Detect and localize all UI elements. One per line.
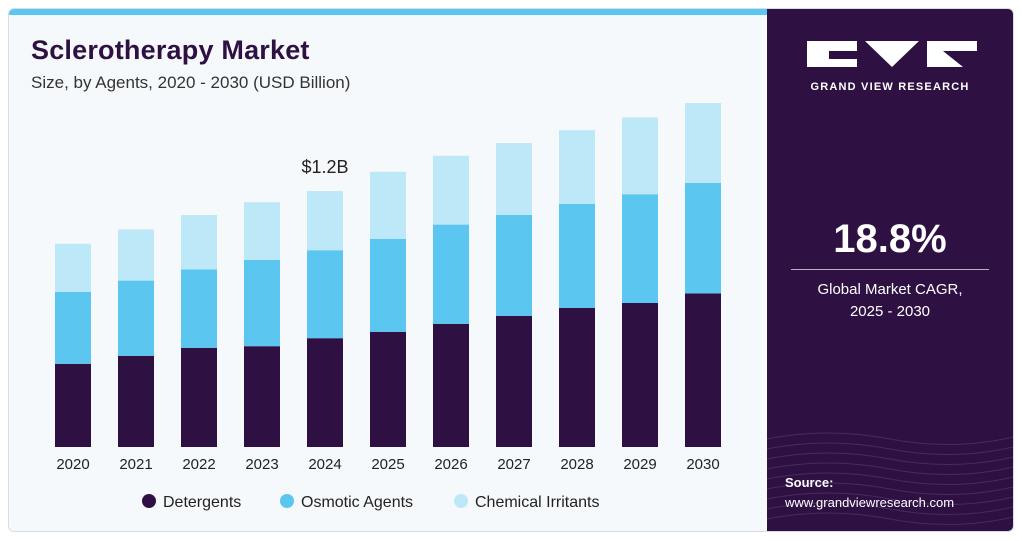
bar-detergents-2026 bbox=[433, 323, 469, 447]
bar-chemical-irritants-2023 bbox=[244, 202, 280, 260]
divider bbox=[791, 269, 989, 270]
brand-name: GRAND VIEW RESEARCH bbox=[810, 81, 970, 93]
bar-osmotic-agents-2027 bbox=[496, 215, 532, 316]
legend-label: Chemical Irritants bbox=[475, 494, 599, 511]
x-tick-label: 2023 bbox=[245, 456, 278, 473]
bar-osmotic-agents-2028 bbox=[559, 203, 595, 308]
bar-detergents-2027 bbox=[496, 315, 532, 447]
bar-chemical-irritants-2026 bbox=[433, 155, 469, 225]
bar-chemical-irritants-2029 bbox=[622, 117, 658, 195]
cagr-label-line2: 2025 - 2030 bbox=[849, 303, 931, 320]
bar-osmotic-agents-2026 bbox=[433, 224, 469, 324]
x-tick-label: 2028 bbox=[560, 456, 593, 473]
bar-osmotic-agents-2020 bbox=[55, 291, 91, 364]
bar-chemical-irritants-2030 bbox=[685, 103, 721, 183]
bar-osmotic-agents-2029 bbox=[622, 194, 658, 303]
chart-subtitle: Size, by Agents, 2020 - 2030 (USD Billio… bbox=[31, 73, 351, 92]
grand-view-research-logo bbox=[807, 41, 977, 67]
x-tick-label: 2025 bbox=[371, 456, 404, 473]
bar-chemical-irritants-2025 bbox=[370, 171, 406, 239]
bar-chemical-irritants-2021 bbox=[118, 229, 154, 281]
bar-detergents-2030 bbox=[685, 293, 721, 447]
bar-chemical-irritants-2027 bbox=[496, 143, 532, 215]
bar-osmotic-agents-2023 bbox=[244, 259, 280, 347]
bar-osmotic-agents-2025 bbox=[370, 239, 406, 332]
x-tick-label: 2021 bbox=[119, 456, 152, 473]
legend-label: Detergents bbox=[163, 494, 241, 511]
data-label: $1.2B bbox=[301, 157, 348, 177]
x-tick-label: 2022 bbox=[182, 456, 215, 473]
legend-swatch bbox=[142, 494, 156, 508]
bar-chemical-irritants-2020 bbox=[55, 243, 91, 292]
x-tick-label: 2027 bbox=[497, 456, 530, 473]
x-tick-label: 2024 bbox=[308, 456, 341, 473]
bar-detergents-2028 bbox=[559, 307, 595, 447]
bar-osmotic-agents-2021 bbox=[118, 280, 154, 356]
source-label: Source: bbox=[785, 475, 834, 490]
bar-chemical-irritants-2024 bbox=[307, 191, 343, 251]
bar-detergents-2021 bbox=[118, 355, 154, 447]
legend-label: Osmotic Agents bbox=[301, 494, 413, 511]
bar-chemical-irritants-2028 bbox=[559, 130, 595, 204]
cagr-label: Global Market CAGR, 2025 - 2030 bbox=[767, 279, 1013, 323]
infographic-card: Sclerotherapy Market Size, by Agents, 20… bbox=[8, 8, 1014, 532]
x-tick-label: 2020 bbox=[56, 456, 89, 473]
bar-osmotic-agents-2022 bbox=[181, 269, 217, 348]
x-tick-label: 2029 bbox=[623, 456, 656, 473]
stacked-bar-chart: 2020 2021 2022 2023 2024 $1.2B 2025 2026 2027 202… bbox=[55, 103, 721, 511]
bar-detergents-2023 bbox=[244, 346, 280, 447]
summary-panel: GRAND VIEW RESEARCH 18.8% Global Market … bbox=[767, 9, 1013, 531]
bar-detergents-2024 bbox=[307, 338, 343, 447]
wave-pattern bbox=[767, 432, 1013, 525]
bar-osmotic-agents-2024 bbox=[307, 250, 343, 339]
x-tick-label: 2026 bbox=[434, 456, 467, 473]
bar-detergents-2020 bbox=[55, 363, 91, 447]
cagr-value: 18.8% bbox=[833, 217, 947, 261]
chart-panel: Sclerotherapy Market Size, by Agents, 20… bbox=[9, 9, 767, 531]
accent-bar bbox=[9, 9, 767, 15]
legend-swatch bbox=[454, 494, 468, 508]
chart-title: Sclerotherapy Market bbox=[31, 35, 310, 65]
legend-swatch bbox=[280, 494, 294, 508]
cagr-label-line1: Global Market CAGR, bbox=[817, 281, 963, 298]
bar-osmotic-agents-2030 bbox=[685, 183, 721, 294]
source-url[interactable]: www.grandviewresearch.com bbox=[785, 495, 955, 510]
bar-chemical-irritants-2022 bbox=[181, 215, 217, 270]
x-tick-label: 2030 bbox=[686, 456, 719, 473]
bar-detergents-2022 bbox=[181, 347, 217, 447]
bar-detergents-2029 bbox=[622, 303, 658, 447]
bar-detergents-2025 bbox=[370, 331, 406, 447]
